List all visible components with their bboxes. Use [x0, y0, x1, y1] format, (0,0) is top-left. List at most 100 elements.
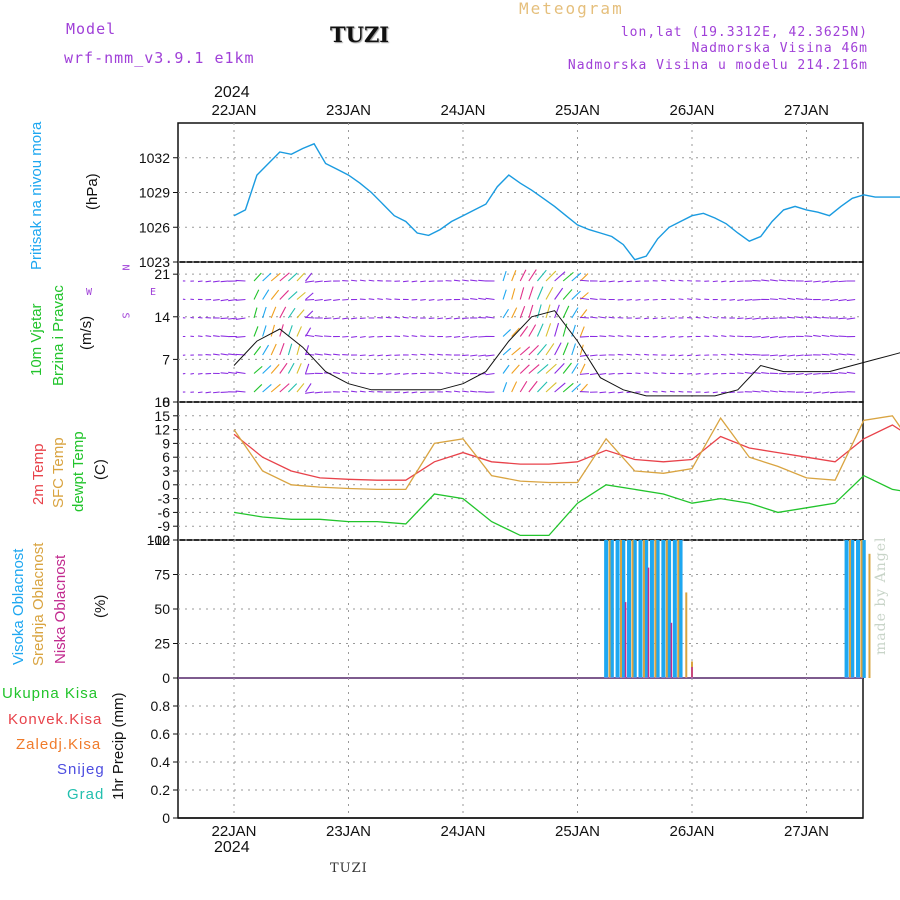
- wind-arrow: [838, 353, 847, 356]
- temperature-ytick-label: -12: [150, 532, 170, 548]
- wind-arrow: [554, 271, 566, 282]
- top-year-label: 2024: [214, 84, 250, 101]
- wind-arrow: [846, 298, 856, 302]
- wind-arrow: [262, 306, 267, 319]
- wind-arrow: [270, 272, 281, 282]
- pressure-ytick-label: 1029: [139, 185, 170, 201]
- wind-arrow: [830, 391, 839, 394]
- wind-arrow: [579, 354, 590, 357]
- wind-arrow: [323, 353, 332, 356]
- wind-arrow: [536, 323, 544, 337]
- temp-line-0: [233, 424, 900, 481]
- wind-arrow: [323, 335, 332, 338]
- cloud-bar: [627, 540, 632, 678]
- wind-arrow: [323, 280, 332, 283]
- pressure-ytick-label: 1026: [139, 219, 170, 235]
- wind-arrow: [778, 354, 787, 357]
- wind-arrow: [470, 279, 478, 282]
- wind-arrow: [445, 317, 452, 320]
- precipitation-ytick-label: 0.4: [151, 754, 171, 770]
- wind-arrow: [462, 390, 469, 393]
- clouds-ytick-label: 100: [147, 532, 171, 548]
- wind-arrow: [511, 327, 520, 337]
- temperature-ytick-label: -9: [158, 518, 171, 534]
- pressure-ytick-label: 1032: [139, 150, 170, 166]
- wind-arrow: [846, 317, 856, 320]
- wind-arrow: [562, 271, 574, 282]
- compass-north: N: [119, 264, 131, 271]
- chart-marks: [178, 142, 900, 819]
- bottom-date-label: 26JAN: [669, 823, 714, 840]
- wind-arrow: [626, 298, 632, 301]
- wind-arrow: [571, 272, 582, 282]
- pressure-ylabel: (hPa): [84, 173, 101, 210]
- wind-arrow: [359, 390, 366, 393]
- wind-arrow: [712, 372, 718, 375]
- wind-arrow: [305, 298, 315, 301]
- wind-arrow: [737, 372, 744, 375]
- wind-arrow: [712, 280, 718, 283]
- wind-arrow: [502, 270, 507, 282]
- wind-arrow: [478, 316, 486, 319]
- wind-arrow: [511, 307, 518, 319]
- wind-arrow: [545, 304, 551, 319]
- bottom-year-label: 2024: [214, 839, 250, 856]
- wind-arrow: [821, 391, 830, 394]
- location-title: TUZI: [330, 22, 390, 47]
- wind-arrow: [608, 372, 615, 375]
- wind-arrow: [608, 391, 615, 394]
- wind-arrow: [359, 279, 366, 282]
- cloud-bar: [638, 540, 643, 678]
- wind-arrow: [519, 380, 528, 393]
- wind-arrow: [804, 316, 813, 319]
- dewpt-temp-title: dewpt Temp: [70, 431, 87, 512]
- wind-arrow: [342, 335, 349, 338]
- wind-arrow: [305, 292, 314, 300]
- cloud-bar: [860, 540, 863, 678]
- wind-arrow: [314, 280, 323, 283]
- legend-total-precip: Ukupna Kisa: [2, 685, 99, 702]
- wind-arrow: [838, 298, 847, 302]
- cloud-bar: [844, 540, 849, 678]
- wind-arrow: [296, 344, 301, 356]
- wind-arrow: [554, 382, 566, 393]
- wind-arrow: [661, 335, 667, 338]
- cloud-bar: [667, 540, 672, 678]
- wind-arrow: [744, 353, 753, 356]
- wind-arrow: [787, 279, 796, 282]
- cloud-bar: [604, 540, 609, 678]
- wind-arrow: [787, 354, 796, 357]
- wind-arrow: [599, 316, 607, 319]
- wind-arrow: [608, 316, 615, 319]
- wind-arrow: [235, 298, 246, 301]
- wind-arrow: [695, 298, 701, 301]
- wind-arrow: [453, 372, 461, 375]
- wind-arrow: [462, 354, 469, 357]
- cloud-bar: [850, 540, 855, 678]
- wind-arrow: [197, 372, 203, 375]
- wind-arrow: [545, 382, 557, 393]
- wind-arrow: [213, 280, 220, 283]
- wind-arrow: [402, 280, 409, 283]
- wind-arrow: [769, 298, 778, 301]
- wind-arrow: [305, 310, 314, 319]
- wind-arrow: [579, 316, 589, 319]
- wind-arrow: [351, 390, 358, 393]
- wind-arrow: [804, 335, 813, 338]
- wind-arrow: [253, 326, 259, 337]
- wind-arrow: [220, 280, 229, 283]
- wind-arrow: [545, 343, 555, 356]
- wind-title: 10m Vjetar: [28, 303, 45, 376]
- wind-arrow: [305, 372, 315, 375]
- cloud-bar: [685, 592, 688, 678]
- wind-arrow: [470, 390, 478, 393]
- wind-arrow: [599, 335, 607, 338]
- wind-arrow: [470, 298, 478, 301]
- wind-arrow: [270, 364, 280, 374]
- wind-arrow: [661, 390, 667, 393]
- wind-arrow: [545, 270, 557, 282]
- wind-arrow: [795, 316, 804, 319]
- wind-arrow: [752, 335, 761, 338]
- wind-arrow: [744, 298, 753, 301]
